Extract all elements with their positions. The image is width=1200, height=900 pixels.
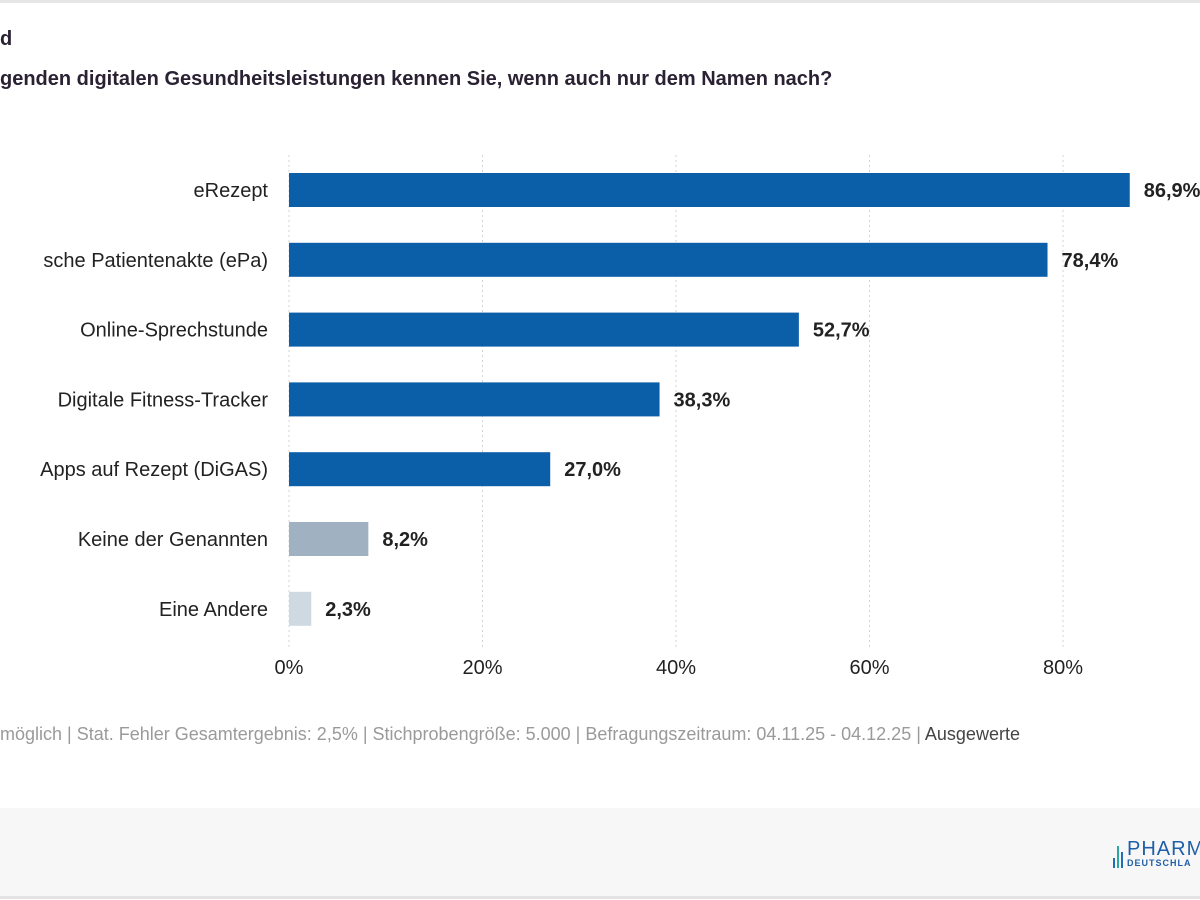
- brand-logo: PHARM DEUTSCHLA: [1113, 838, 1200, 868]
- x-tick-label: 0%: [275, 657, 304, 679]
- top-border: [0, 0, 1200, 3]
- value-label: 8,2%: [382, 529, 428, 551]
- category-label: Keine der Genannten: [78, 529, 268, 551]
- x-tick-label: 60%: [849, 657, 889, 679]
- bar: [289, 173, 1130, 207]
- value-label: 38,3%: [674, 389, 731, 411]
- category-label: sche Patientenakte (ePa): [43, 250, 268, 272]
- logo-text-bottom: DEUTSCHLA: [1127, 857, 1192, 868]
- chart-question: genden digitalen Gesundheitsleistungen k…: [0, 68, 833, 90]
- bar: [289, 591, 312, 626]
- logo-text-top: PHARM: [1127, 837, 1200, 860]
- note-text: möglich | Stat. Fehler Gesamtergebnis: 2…: [0, 724, 921, 744]
- bar-chart: 0% 20% 40% 60% 80% eRezept 86,9% sche Patienten…: [40, 155, 1200, 679]
- note-tail: Ausgewerte: [924, 724, 1020, 744]
- category-label: eRezept: [194, 180, 269, 202]
- x-tick-label: 40%: [656, 657, 696, 679]
- bar: [289, 522, 369, 556]
- bar: [289, 312, 799, 347]
- bar: [289, 382, 660, 417]
- category-label: Eine Andere: [159, 599, 268, 621]
- value-label: 27,0%: [564, 459, 621, 481]
- value-label: 2,3%: [325, 599, 371, 621]
- bar: [289, 242, 1048, 277]
- bar: [289, 452, 551, 487]
- category-label: Apps auf Rezept (DiGAS): [40, 459, 268, 481]
- methodology-note: möglich | Stat. Fehler Gesamtergebnis: 2…: [0, 724, 1020, 745]
- footer-band: PHARM DEUTSCHLA: [0, 808, 1200, 899]
- value-label: 78,4%: [1062, 250, 1119, 272]
- x-tick-label: 80%: [1043, 657, 1083, 679]
- x-tick-label: 20%: [462, 657, 502, 679]
- category-label: Online-Sprechstunde: [80, 320, 268, 342]
- chart-title: d: [0, 28, 13, 50]
- category-label: Digitale Fitness-Tracker: [58, 389, 269, 411]
- value-label: 86,9%: [1144, 180, 1200, 202]
- logo-mark-icon: [1113, 838, 1123, 868]
- value-label: 52,7%: [813, 320, 870, 342]
